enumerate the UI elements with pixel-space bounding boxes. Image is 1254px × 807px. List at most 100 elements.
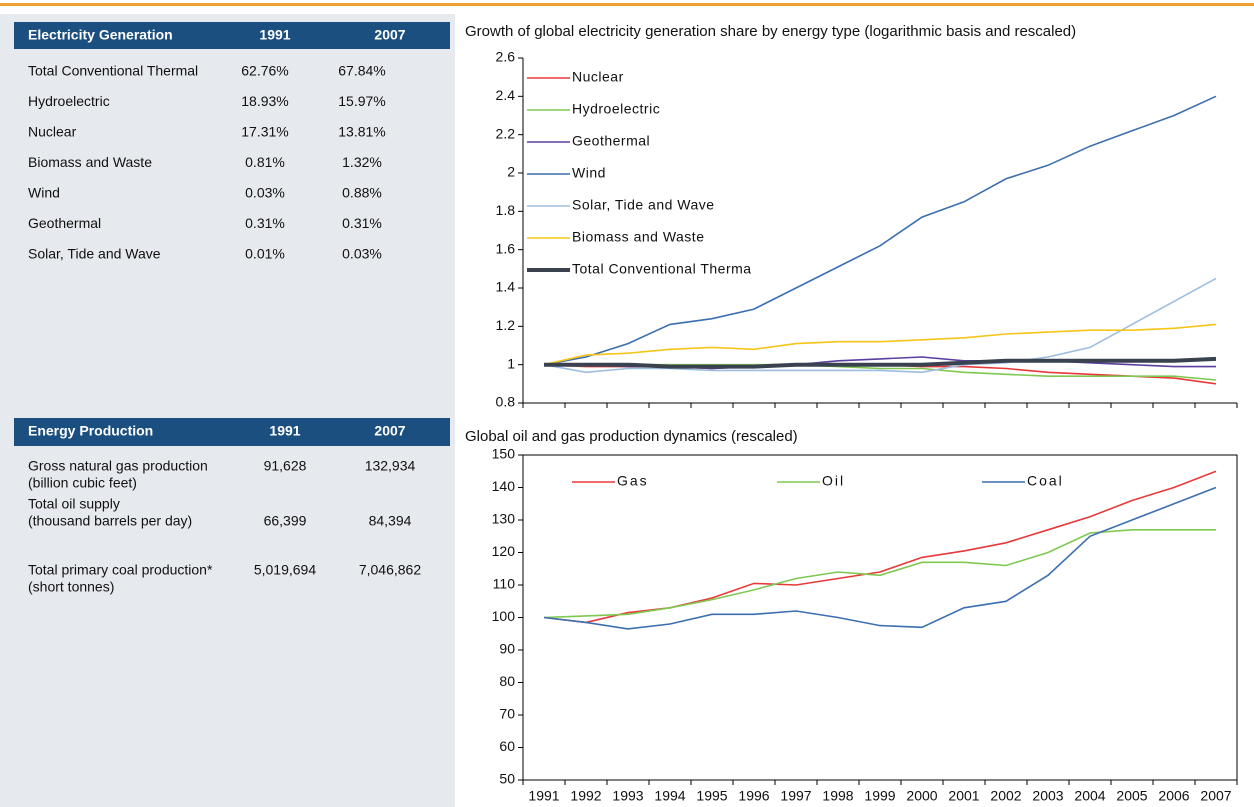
left-panel xyxy=(0,14,455,807)
table-cell: 84,394 xyxy=(369,513,412,529)
series-line xyxy=(543,529,1216,619)
y-tick-label: 80 xyxy=(499,673,515,689)
y-tick-label: 1.6 xyxy=(496,240,516,256)
table-cell: Biomass and Waste xyxy=(28,154,152,170)
legend-label: Geothermal xyxy=(572,133,650,149)
y-tick-label: 2.2 xyxy=(496,125,516,141)
legend-label: Gas xyxy=(617,473,649,489)
y-tick-label: 110 xyxy=(493,576,516,592)
legend-label: Nuclear xyxy=(572,69,624,85)
x-tick-label: 1992 xyxy=(570,788,601,804)
table-cell: 67.84% xyxy=(338,63,385,79)
table-cell: 15.97% xyxy=(338,93,385,109)
table-header-bar xyxy=(14,22,450,49)
table-header: 1991 xyxy=(269,423,300,439)
table-cell: 91,628 xyxy=(264,458,307,474)
top-rule xyxy=(0,3,1254,6)
y-tick-label: 0.8 xyxy=(496,394,516,410)
x-tick-label: 2005 xyxy=(1116,788,1147,804)
table-cell: 62.76% xyxy=(241,63,288,79)
y-tick-label: 150 xyxy=(492,446,516,462)
y-tick-label: 50 xyxy=(499,771,515,787)
series-line xyxy=(544,356,1217,369)
series-line xyxy=(543,277,1217,374)
y-tick-label: 120 xyxy=(492,543,516,559)
x-tick-label: 1997 xyxy=(780,788,811,804)
legend-label: Biomass and Waste xyxy=(572,229,704,245)
table-header: Electricity Generation xyxy=(28,27,173,43)
y-tick-label: 1 xyxy=(507,355,515,371)
x-tick-label: 2001 xyxy=(948,788,979,804)
table-header: 2007 xyxy=(374,423,405,439)
table-cell: Nuclear xyxy=(28,124,77,140)
table-cell: Geothermal xyxy=(28,215,101,231)
x-tick-label: 2000 xyxy=(906,788,937,804)
legend-label: Total Conventional Therma xyxy=(572,261,752,277)
table-cell: Total oil supply xyxy=(28,496,120,512)
series-line xyxy=(543,95,1217,366)
x-tick-label: 2004 xyxy=(1074,788,1105,804)
table-cell: 0.88% xyxy=(342,185,382,201)
y-tick-label: 2.6 xyxy=(496,49,516,65)
legend-label: Coal xyxy=(1027,473,1064,489)
x-tick-label: 1994 xyxy=(654,788,685,804)
table-cell-sub: (thousand barrels per day) xyxy=(28,513,192,529)
y-tick-label: 140 xyxy=(492,478,516,494)
table-cell: 0.03% xyxy=(245,185,285,201)
table-cell: Hydroelectric xyxy=(28,93,110,109)
table-cell: 0.31% xyxy=(245,215,285,231)
legend-label: Oil xyxy=(822,473,845,489)
y-tick-label: 2.4 xyxy=(496,87,516,103)
table-cell: Total Conventional Thermal xyxy=(28,63,198,79)
legend-label: Solar, Tide and Wave xyxy=(572,197,715,213)
table-cell: Total primary coal production* xyxy=(28,562,213,578)
table-cell: 0.81% xyxy=(245,154,285,170)
table-cell: 1.32% xyxy=(342,154,382,170)
y-tick-label: 90 xyxy=(499,641,515,657)
x-tick-label: 1996 xyxy=(738,788,769,804)
plot-area xyxy=(523,58,1237,403)
table-header: Energy Production xyxy=(28,423,153,439)
y-tick-label: 1.2 xyxy=(496,317,516,333)
x-tick-label: 2002 xyxy=(990,788,1021,804)
table-cell: 0.31% xyxy=(342,215,382,231)
y-tick-label: 60 xyxy=(499,738,515,754)
table-cell: Solar, Tide and Wave xyxy=(28,246,161,262)
x-tick-label: 1991 xyxy=(528,788,559,804)
series-line xyxy=(543,486,1217,630)
x-tick-label: 1998 xyxy=(822,788,853,804)
y-tick-label: 100 xyxy=(492,608,516,624)
y-tick-label: 2 xyxy=(507,164,515,180)
table-header: 1991 xyxy=(259,27,290,43)
table-cell: Wind xyxy=(28,185,60,201)
chart-title: Global oil and gas production dynamics (… xyxy=(465,428,798,445)
table-cell: 5,019,694 xyxy=(254,562,316,578)
table-cell: 0.01% xyxy=(245,246,285,262)
x-tick-label: 2007 xyxy=(1200,788,1231,804)
y-tick-label: 1.8 xyxy=(496,202,516,218)
y-tick-label: 130 xyxy=(492,511,516,527)
table-cell: 7,046,862 xyxy=(359,562,421,578)
table-cell: Gross natural gas production xyxy=(28,458,208,474)
chart-title: Growth of global electricity generation … xyxy=(465,23,1076,40)
plot-area xyxy=(522,454,1238,781)
x-tick-label: 1993 xyxy=(612,788,643,804)
table-cell: 132,934 xyxy=(365,458,416,474)
table-cell: 13.81% xyxy=(338,124,385,140)
legend-label: Hydroelectric xyxy=(572,101,660,117)
table-cell: 66,399 xyxy=(264,513,307,529)
table-cell-sub: (billion cubic feet) xyxy=(28,475,137,491)
table-cell-sub: (short tonnes) xyxy=(28,579,114,595)
x-tick-label: 2003 xyxy=(1032,788,1063,804)
x-tick-label: 2006 xyxy=(1158,788,1189,804)
table-header: 2007 xyxy=(374,27,405,43)
series-line xyxy=(543,323,1217,366)
y-tick-label: 70 xyxy=(499,706,515,722)
x-tick-label: 1999 xyxy=(864,788,895,804)
legend-label: Wind xyxy=(572,165,606,181)
table-cell: 0.03% xyxy=(342,246,382,262)
y-tick-label: 1.4 xyxy=(496,279,516,295)
table-header-bar xyxy=(14,418,450,446)
x-tick-label: 1995 xyxy=(696,788,727,804)
